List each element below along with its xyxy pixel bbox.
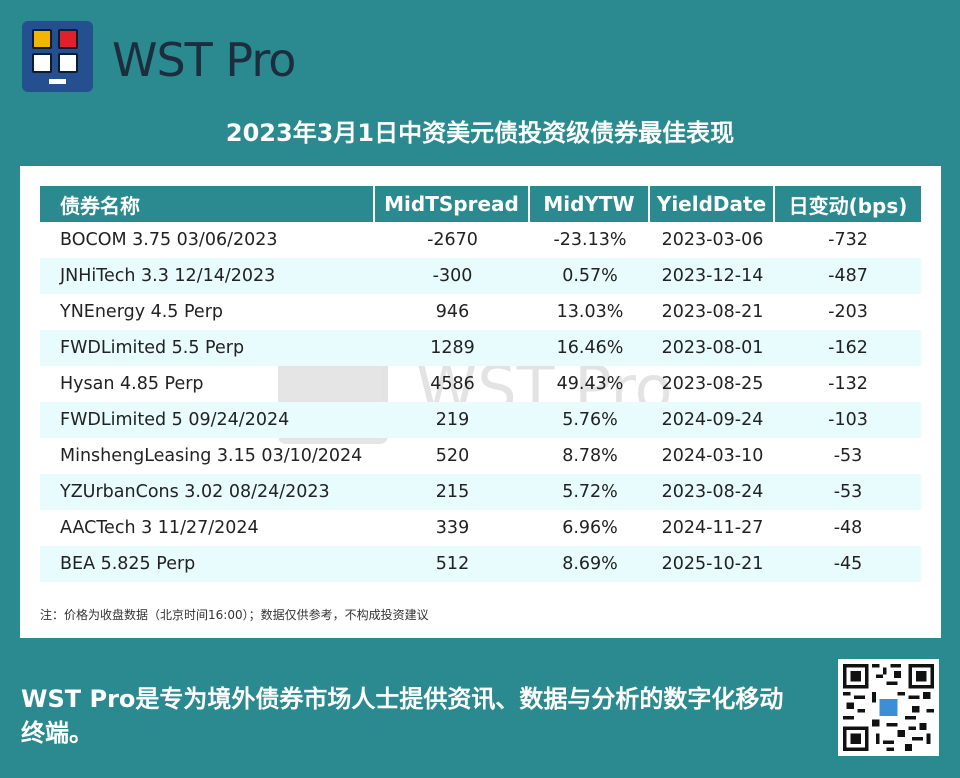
cell-daily-change: -132: [828, 374, 868, 394]
cell-daily-change: -48: [833, 518, 863, 538]
cell-bond-name: YNEnergy 4.5 Perp: [60, 302, 224, 322]
table-row: YZUrbanCons 3.02 08/24/2023 215 5.72% 20…: [40, 474, 921, 510]
header-midytw: MidYTW: [530, 186, 650, 222]
cell-bond-name: JNHiTech 3.3 12/14/2023: [40, 258, 375, 294]
cell-midtspread: 219: [375, 402, 530, 438]
table-row: BOCOM 3.75 03/06/2023 -2670 -23.13% 2023…: [40, 222, 921, 258]
cell-bond-name: AACTech 3 11/27/2024: [60, 518, 259, 538]
cell-daily-change: -162: [775, 330, 921, 366]
cell-yielddate: 2024-11-27: [661, 518, 764, 538]
cell-yielddate: 2023-12-14: [650, 258, 775, 294]
cell-midtspread: -2670: [427, 230, 478, 250]
cell-midytw: 8.69%: [530, 546, 650, 582]
header-daily-change: 日变动(bps): [775, 186, 921, 222]
cell-daily-change: -103: [775, 402, 921, 438]
cell-daily-change: -732: [828, 230, 868, 250]
cell-bond-name: FWDLimited 5.5 Perp: [40, 330, 375, 366]
table-row: YNEnergy 4.5 Perp 946 13.03% 2023-08-21 …: [40, 294, 921, 330]
table-row: BEA 5.825 Perp 512 8.69% 2025-10-21 -45: [40, 546, 921, 582]
logo-square-yellow: [32, 29, 52, 49]
cell-daily-change: -487: [775, 258, 921, 294]
cell-midytw: 8.78%: [562, 446, 618, 466]
table-card: WST Pro 债券名称 MidTSpread MidYTW YieldDate…: [20, 166, 941, 638]
logo-square-red: [58, 29, 78, 49]
logo-stand: [49, 79, 66, 84]
footnote: 注：价格为收盘数据（北京时间16:00）；数据仅供参考，不构成投资建议: [40, 608, 429, 622]
cell-bond-name: YZUrbanCons 3.02 08/24/2023: [40, 474, 375, 510]
cell-midtspread: -300: [375, 258, 530, 294]
cell-bond-name: MinshengLeasing 3.15 03/10/2024: [60, 446, 363, 466]
cell-yielddate: 2023-08-21: [661, 302, 764, 322]
cell-daily-change: -53: [775, 474, 921, 510]
cell-yielddate: 2023-08-01: [650, 330, 775, 366]
cell-midytw: 5.72%: [530, 474, 650, 510]
table-row: MinshengLeasing 3.15 03/10/2024 520 8.78…: [40, 438, 921, 474]
table-row: FWDLimited 5.5 Perp 1289 16.46% 2023-08-…: [40, 330, 921, 366]
bond-table: 债券名称 MidTSpread MidYTW YieldDate 日变动(bps…: [40, 186, 921, 582]
cell-midtspread: 339: [435, 518, 470, 538]
cell-daily-change: -53: [833, 446, 863, 466]
cell-yielddate: 2024-03-10: [661, 446, 764, 466]
cell-yielddate: 2025-10-21: [650, 546, 775, 582]
table-row: AACTech 3 11/27/2024 339 6.96% 2024-11-2…: [40, 510, 921, 546]
page-title: 2023年3月1日中资美元债投资级债券最佳表现: [225, 119, 735, 147]
cell-midytw: 16.46%: [530, 330, 650, 366]
cell-midtspread: 520: [435, 446, 470, 466]
cell-midtspread: 4586: [430, 374, 475, 394]
qr-code-graphic: [843, 664, 934, 751]
cell-yielddate: 2023-03-06: [661, 230, 764, 250]
cell-yielddate: 2024-09-24: [650, 402, 775, 438]
brand-logo-icon: [22, 21, 93, 92]
cell-bond-name: Hysan 4.85 Perp: [60, 374, 204, 394]
header-yielddate: YieldDate: [650, 186, 775, 222]
footer-tagline: WST Pro是专为境外债券市场人士提供资讯、数据与分析的数字化移动终端。: [21, 685, 784, 747]
brand-name: WST Pro: [112, 33, 296, 87]
logo-square-white-left: [32, 53, 52, 73]
cell-bond-name: BOCOM 3.75 03/06/2023: [60, 230, 278, 250]
table-row: JNHiTech 3.3 12/14/2023 -300 0.57% 2023-…: [40, 258, 921, 294]
cell-daily-change: -45: [775, 546, 921, 582]
header-midtspread: MidTSpread: [375, 186, 530, 222]
cell-yielddate: 2023-08-24: [650, 474, 775, 510]
logo-square-white-right: [58, 53, 78, 73]
header-bond-name: 债券名称: [40, 186, 375, 222]
cell-midytw: 49.43%: [556, 374, 624, 394]
cell-bond-name: FWDLimited 5 09/24/2024: [40, 402, 375, 438]
cell-midtspread: 215: [375, 474, 530, 510]
cell-midtspread: 946: [435, 302, 470, 322]
cell-midytw: 6.96%: [562, 518, 618, 538]
cell-midytw: 5.76%: [530, 402, 650, 438]
cell-midtspread: 512: [375, 546, 530, 582]
cell-bond-name: BEA 5.825 Perp: [40, 546, 375, 582]
table-row: Hysan 4.85 Perp 4586 49.43% 2023-08-25 -…: [40, 366, 921, 402]
qr-code-icon[interactable]: [838, 659, 939, 756]
cell-midytw: 13.03%: [556, 302, 624, 322]
table-header-row: 债券名称 MidTSpread MidYTW YieldDate 日变动(bps…: [40, 186, 921, 222]
cell-yielddate: 2023-08-25: [661, 374, 764, 394]
cell-midytw: -23.13%: [553, 230, 627, 250]
cell-midytw: 0.57%: [530, 258, 650, 294]
cell-midtspread: 1289: [375, 330, 530, 366]
table-row: FWDLimited 5 09/24/2024 219 5.76% 2024-0…: [40, 402, 921, 438]
cell-daily-change: -203: [828, 302, 868, 322]
